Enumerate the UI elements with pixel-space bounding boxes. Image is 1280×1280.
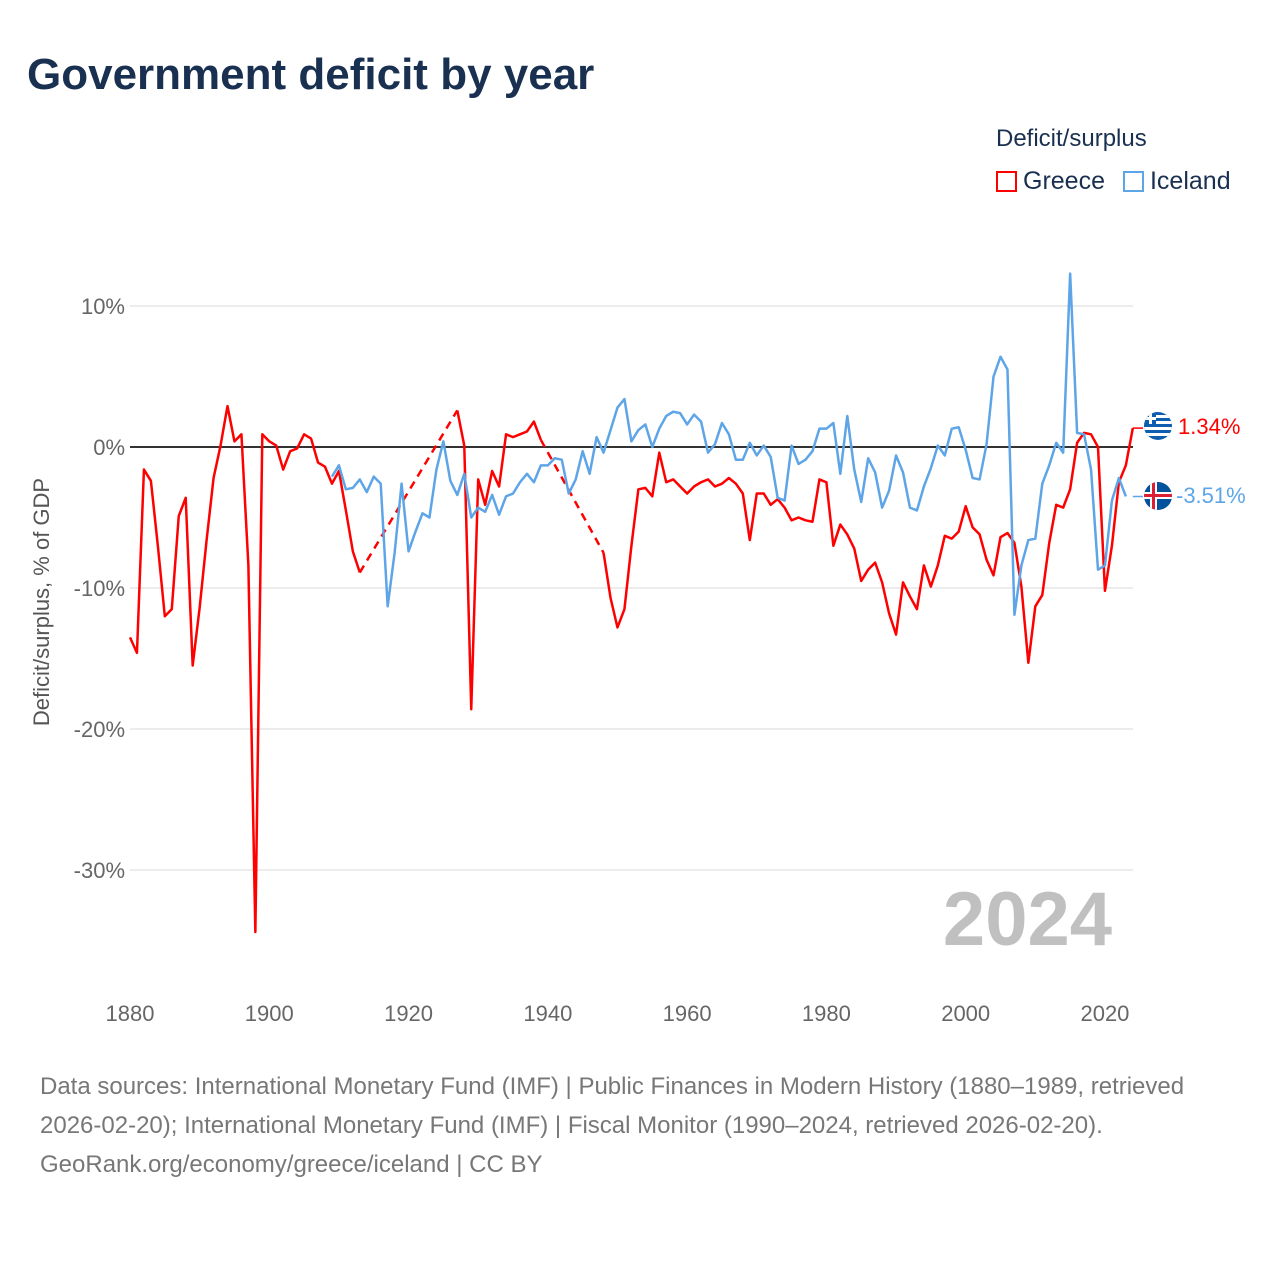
iceland-flag-icon (1144, 482, 1172, 510)
year-label: 2024 (943, 877, 1112, 962)
y-tick-label: -10% (74, 576, 125, 601)
x-tick-label: 1920 (384, 1001, 433, 1026)
y-tick-label: -30% (74, 858, 125, 883)
legend-swatch-greece (996, 171, 1017, 192)
x-tick-label: 2020 (1080, 1001, 1129, 1026)
greece-end-label: 1.34% (1178, 414, 1240, 439)
legend-label-greece: Greece (1023, 167, 1105, 195)
iceland-end-label: -3.51% (1176, 483, 1246, 508)
greece-series-line (456, 410, 543, 711)
credit-link[interactable]: GeoRank.org/economy/greece/iceland | CC … (40, 1151, 543, 1178)
legend-item-iceland[interactable]: Iceland (1122, 167, 1231, 196)
greece-interpolated-line (358, 409, 459, 574)
y-tick-label: 0% (93, 435, 125, 460)
footer: Data sources: International Monetary Fun… (40, 1067, 1240, 1184)
y-tick-label: 10% (81, 294, 125, 319)
legend: Greece Iceland (996, 167, 1231, 196)
iceland-series-line (330, 272, 1128, 617)
x-tick-label: 1940 (523, 1001, 572, 1026)
y-tick-label: -20% (74, 717, 125, 742)
legend-title: Deficit/surplus (996, 125, 1147, 152)
x-tick-label: 1880 (106, 1001, 155, 1026)
x-tick-label: 1900 (245, 1001, 294, 1026)
x-tick-label: 1980 (802, 1001, 851, 1026)
legend-label-iceland: Iceland (1149, 167, 1231, 195)
chart-title: Government deficit by year (27, 50, 595, 99)
greece-flag-icon (1144, 412, 1172, 440)
legend-item-greece[interactable]: Greece (996, 167, 1105, 196)
x-tick-label: 2000 (941, 1001, 990, 1026)
data-sources: Data sources: International Monetary Fun… (40, 1073, 1185, 1139)
greece-interpolated-line (539, 439, 605, 554)
x-tick-label: 1960 (663, 1001, 712, 1026)
greece-series-line (602, 427, 1135, 664)
greece-series-line (128, 404, 361, 934)
legend-swatch-iceland (1122, 171, 1144, 192)
